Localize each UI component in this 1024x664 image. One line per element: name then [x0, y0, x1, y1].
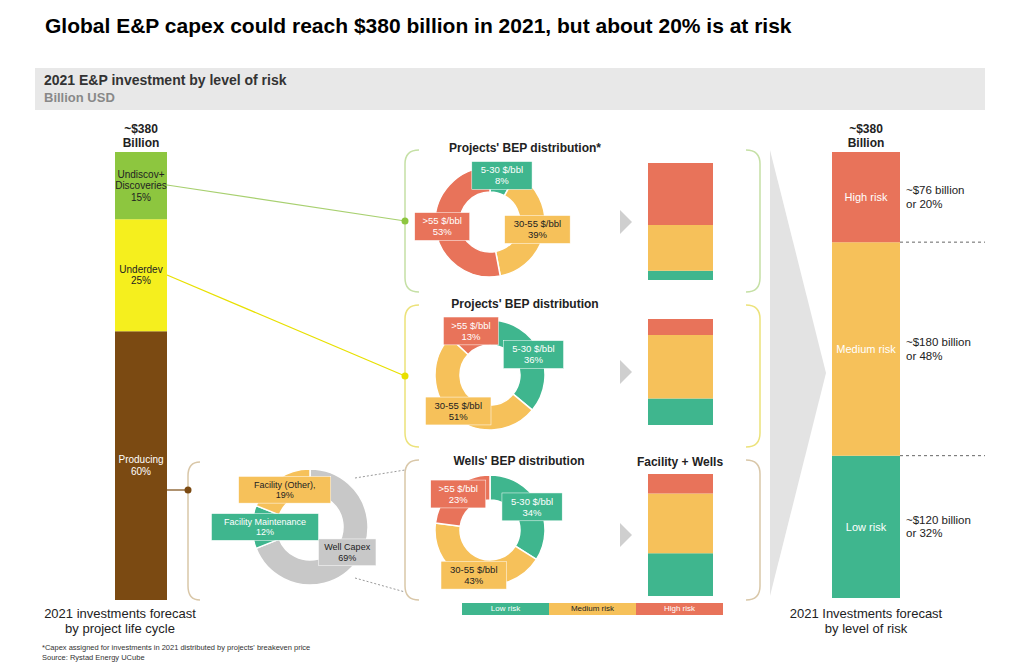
svg-text:>55 $/bbl23%: >55 $/bbl23%: [439, 483, 478, 505]
html-text:~$380 Billion: ~$380 Billion: [847, 122, 885, 150]
html-text:Source: Rystad Energy UCube: Source: Rystad Energy UCube: [42, 653, 145, 662]
svg-text:Undiscov+Discoveries15%: Undiscov+Discoveries15%: [115, 169, 167, 203]
html-text:Billion USD: Billion USD: [44, 90, 115, 105]
html-text:Medium risk: Medium risk: [570, 604, 615, 613]
html-text:Global E&P capex could reach $: Global E&P capex could reach $380 billio…: [45, 14, 792, 37]
html-text:Projects' BEP distribution*: Projects' BEP distribution*: [449, 141, 601, 155]
svg-text:5-30 $/bbl36%: 5-30 $/bbl36%: [512, 343, 554, 365]
html-text:Wells' BEP distribution: Wells' BEP distribution: [453, 454, 585, 468]
svg-text:~$76 billionor 20%: ~$76 billionor 20%: [906, 184, 965, 209]
html-text:High risk: High risk: [663, 604, 696, 613]
html-text:Low risk: Low risk: [490, 604, 521, 613]
svg-text:Underdev25%: Underdev25%: [119, 264, 162, 287]
html-text:*Capex assigned for investment: *Capex assigned for investments in 2021 …: [42, 643, 311, 652]
svg-text:30-55 $/bbl51%: 30-55 $/bbl51%: [434, 400, 482, 422]
svg-text:5-30 $/bbl34%: 5-30 $/bbl34%: [511, 496, 553, 518]
svg-text:5-30 $/bbl8%: 5-30 $/bbl8%: [481, 164, 523, 186]
svg-text:>55 $/bbl13%: >55 $/bbl13%: [451, 320, 490, 342]
svg-text:>55 $/bbl53%: >55 $/bbl53%: [423, 215, 462, 237]
svg-text:High risk: High risk: [845, 191, 888, 203]
html-text:Facility + Wells: Facility + Wells: [636, 455, 724, 469]
html-text:~$380 Billion: ~$380 Billion: [122, 122, 160, 150]
svg-text:~$120 billionor 32%: ~$120 billionor 32%: [906, 514, 971, 539]
svg-text:~$180 billionor 48%: ~$180 billionor 48%: [906, 336, 971, 361]
svg-text:Producing60%: Producing60%: [118, 454, 163, 477]
svg-text:30-55 $/bbl39%: 30-55 $/bbl39%: [514, 218, 562, 240]
svg-text:Low risk: Low risk: [846, 521, 887, 533]
html-text:Projects' BEP distribution: Projects' BEP distribution: [451, 297, 599, 311]
html-text:2021 Investments forecast by l: 2021 Investments forecast by level of ri…: [789, 606, 943, 636]
svg-text:Well Capex69%: Well Capex69%: [324, 542, 370, 562]
svg-text:Facility Maintenance12%: Facility Maintenance12%: [224, 517, 306, 537]
svg-text:Facility (Other),19%: Facility (Other),19%: [254, 480, 316, 500]
svg-text:Medium risk: Medium risk: [836, 343, 896, 355]
svg-text:30-55 $/bbl43%: 30-55 $/bbl43%: [450, 564, 498, 586]
html-text:2021 E&P investment by level o: 2021 E&P investment by level of risk: [44, 72, 287, 88]
html-text:2021 investments forecast by p: 2021 investments forecast by project lif…: [44, 606, 196, 636]
